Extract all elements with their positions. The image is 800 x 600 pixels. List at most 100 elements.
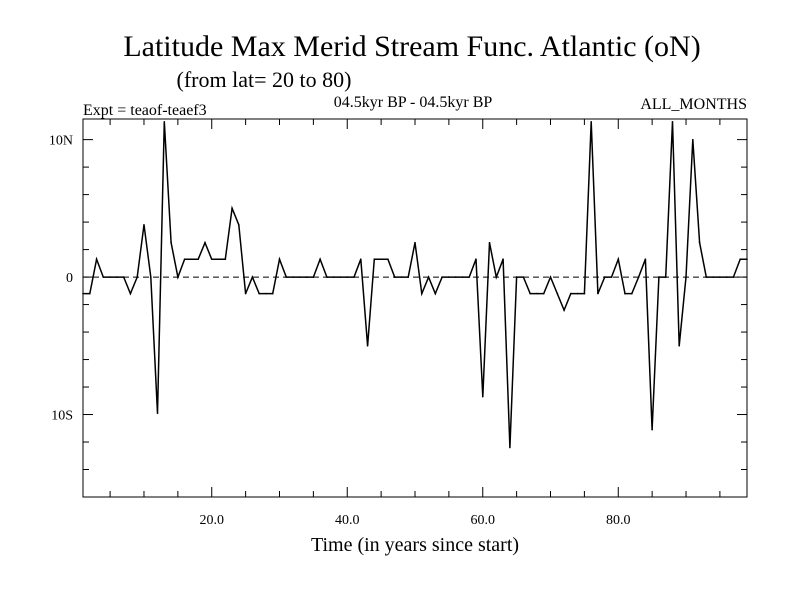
data-point [563,309,565,311]
data-point [271,292,274,295]
data-point [746,258,748,261]
data-point [502,258,504,261]
data-point [129,292,132,295]
data-point [387,258,389,261]
data-point [312,276,315,278]
data-point [156,412,159,414]
data-point [556,292,559,295]
data-point [251,276,254,278]
data-point [204,241,206,244]
data-point [244,292,247,295]
data-point [190,258,193,261]
data-point [631,292,633,295]
data-point [238,224,240,226]
chart-title: Latitude Max Merid Stream Func. Atlantic… [123,30,700,63]
data-point [373,258,376,261]
data-point [170,241,172,244]
data-point [637,276,640,278]
data-point [515,276,518,278]
data-point [231,207,233,210]
data-point [163,120,166,123]
data-point [319,258,321,261]
data-point [481,395,484,398]
data-point [475,258,477,261]
data-points [82,120,748,449]
data-point [719,276,721,278]
data-point [102,276,105,278]
data-point [393,276,396,278]
data-point [488,241,491,244]
data-point [326,276,328,278]
data-point [109,276,111,278]
experiment-label: Expt = teaof-teaef3 [83,102,207,119]
data-point [359,258,362,261]
season-label: ALL_MONTHS [640,96,747,113]
data-point [583,292,586,295]
data-point [299,276,301,278]
tick-labels: 20.0 40.0 60.0 80.0 10N 0 10S [49,134,631,528]
data-point [305,276,308,278]
x-tick-label: 80.0 [606,513,631,528]
data-point [651,428,653,431]
data-point [210,258,213,261]
data-point [691,138,694,141]
data-point [380,258,382,261]
data-point [407,276,410,278]
data-point [122,276,125,278]
data-point [177,276,179,278]
series-line [83,121,747,448]
data-point [603,276,606,278]
data-point [258,292,260,295]
y-tick-label: 10S [51,409,73,424]
data-point [529,292,531,295]
data-point [624,292,626,295]
data-point [549,276,552,278]
data-point [285,276,288,278]
data-point [332,276,335,278]
data-point [570,292,572,295]
period-label: 04.5kyr BP - 04.5kyr BP [334,94,493,111]
data-point [671,120,674,123]
axis-ticks [83,119,747,498]
data-point [197,258,199,261]
data-point [658,276,660,278]
data-point [454,276,457,278]
data-point [698,241,701,244]
y-tick-label: 0 [66,271,73,286]
y-tick-label: 10N [49,134,73,149]
data-point [732,276,735,278]
data-point [685,276,687,278]
data-point [678,345,681,347]
data-point [468,276,471,278]
data-point [644,258,647,261]
data-point [346,276,349,278]
x-tick-label: 60.0 [471,513,496,528]
data-point [576,292,579,295]
data-point [610,276,613,278]
data-point [278,258,281,261]
data-point [400,276,403,278]
data-point [441,276,443,278]
data-point [542,292,545,295]
x-tick-label: 20.0 [199,513,224,528]
data-point [427,276,430,278]
data-point [725,276,728,278]
data-point [522,276,525,278]
data-point [739,258,742,261]
data-point [420,292,423,295]
data-point [116,276,118,278]
data-point [461,276,464,278]
data-point [597,292,599,295]
data-point [88,292,91,295]
data-point [414,241,416,244]
data-point [353,276,355,278]
data-point [705,276,708,278]
data-point [536,292,538,295]
data-point [434,292,437,295]
data-point [590,120,592,123]
data-point [183,258,186,261]
data-point [664,276,667,278]
data-point [712,276,714,278]
data-point [265,292,267,295]
